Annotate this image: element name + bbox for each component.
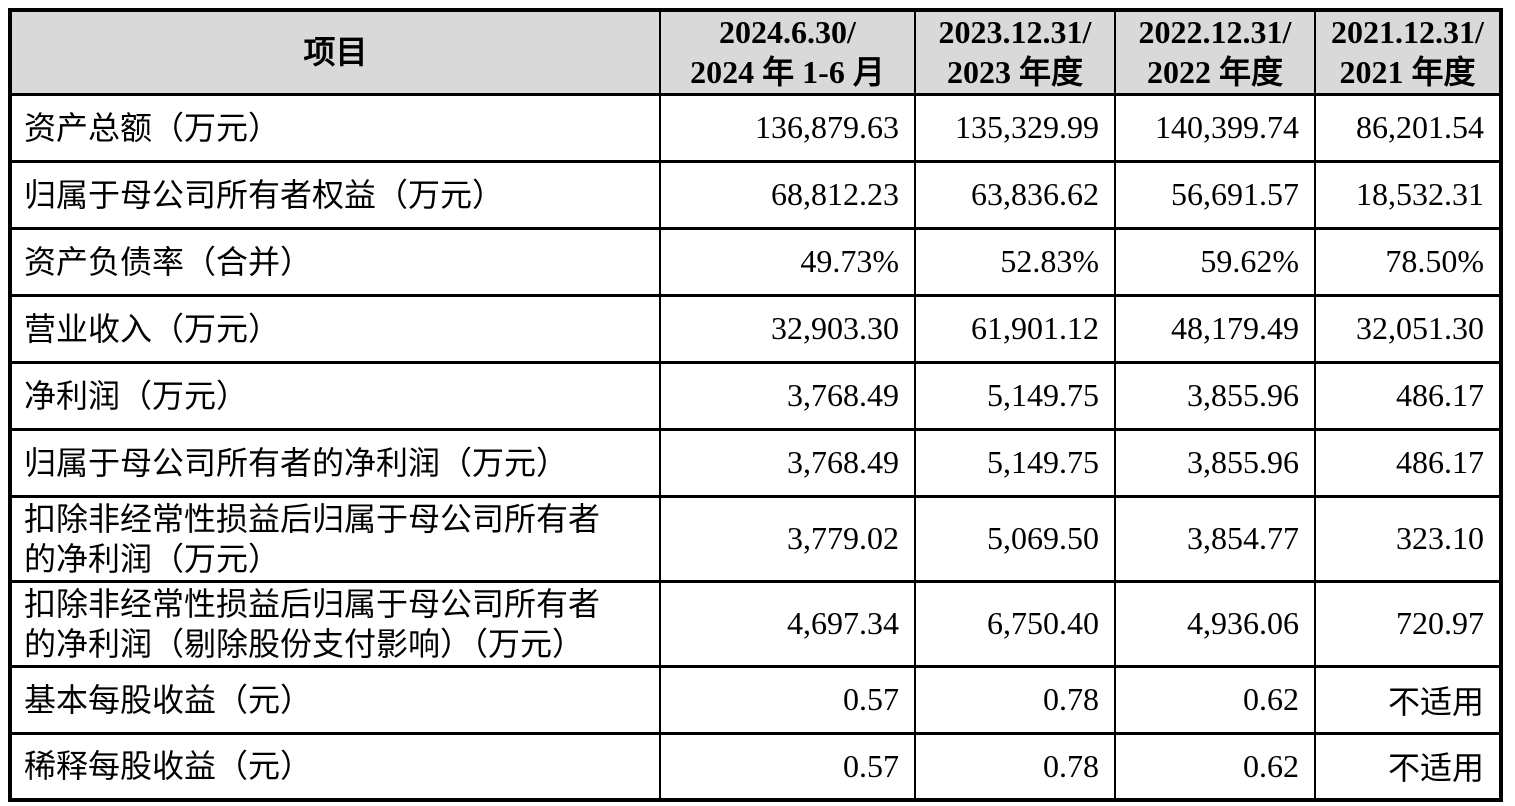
cell-value: 63,836.62 <box>914 159 1116 230</box>
row-label: 扣除非经常性损益后归属于母公司所有者的净利润（剔除股份支付影响）（万元） <box>9 579 661 668</box>
cell-value: 486.17 <box>1314 427 1502 498</box>
header-period-line2: 2022 年度 <box>1146 54 1283 91</box>
row-label: 归属于母公司所有者权益（万元） <box>9 159 661 230</box>
cell-value: 18,532.31 <box>1314 159 1502 230</box>
cell-value: 3,854.77 <box>1114 494 1316 583</box>
cell-value: 32,903.30 <box>659 293 916 364</box>
header-period-line1: 2022.12.31/ <box>1138 14 1292 51</box>
cell-value: 323.10 <box>1314 494 1502 583</box>
cell-value: 49.73% <box>659 226 916 297</box>
cell-value: 4,936.06 <box>1114 579 1316 668</box>
cell-value: 3,779.02 <box>659 494 916 583</box>
cell-value: 61,901.12 <box>914 293 1116 364</box>
header-period-line2: 2021 年度 <box>1339 54 1476 91</box>
cell-value: 0.78 <box>914 731 1116 802</box>
row-label: 净利润（万元） <box>9 360 661 431</box>
row-label: 稀释每股收益（元） <box>9 731 661 802</box>
header-period-2024h1: 2024.6.30/ 2024 年 1-6 月 <box>659 8 916 96</box>
cell-value: 0.62 <box>1114 731 1316 802</box>
header-period-2021: 2021.12.31/ 2021 年度 <box>1314 8 1502 96</box>
cell-value: 5,149.75 <box>914 360 1116 431</box>
row-label: 营业收入（万元） <box>9 293 661 364</box>
cell-value: 68,812.23 <box>659 159 916 230</box>
financial-summary-table: 项目 2024.6.30/ 2024 年 1-6 月 2023.12.31/ 2… <box>8 8 1503 802</box>
row-operating-revenue: 营业收入（万元） 32,903.30 61,901.12 48,179.49 3… <box>9 293 1502 364</box>
header-period-line1: 2023.12.31/ <box>938 14 1092 51</box>
header-item-column: 项目 <box>9 8 661 96</box>
cell-value: 86,201.54 <box>1314 92 1502 163</box>
cell-value: 0.62 <box>1114 664 1316 735</box>
row-label: 资产负债率（合并） <box>9 226 661 297</box>
row-deducted-net-profit-ex-share-payment: 扣除非经常性损益后归属于母公司所有者的净利润（剔除股份支付影响）（万元） 4,6… <box>9 579 1502 668</box>
cell-value: 56,691.57 <box>1114 159 1316 230</box>
cell-value: 0.57 <box>659 664 916 735</box>
cell-value: 3,768.49 <box>659 360 916 431</box>
row-basic-eps: 基本每股收益（元） 0.57 0.78 0.62 不适用 <box>9 664 1502 735</box>
row-label: 基本每股收益（元） <box>9 664 661 735</box>
header-period-2022: 2022.12.31/ 2022 年度 <box>1114 8 1316 96</box>
header-period-2023: 2023.12.31/ 2023 年度 <box>914 8 1116 96</box>
header-row: 项目 2024.6.30/ 2024 年 1-6 月 2023.12.31/ 2… <box>9 8 1502 96</box>
cell-value: 32,051.30 <box>1314 293 1502 364</box>
cell-value: 3,855.96 <box>1114 427 1316 498</box>
row-label: 资产总额（万元） <box>9 92 661 163</box>
row-net-profit: 净利润（万元） 3,768.49 5,149.75 3,855.96 486.1… <box>9 360 1502 431</box>
cell-value: 5,069.50 <box>914 494 1116 583</box>
cell-value: 720.97 <box>1314 579 1502 668</box>
header-period-line2: 2024 年 1-6 月 <box>690 54 885 91</box>
cell-value: 0.57 <box>659 731 916 802</box>
row-label: 扣除非经常性损益后归属于母公司所有者的净利润（万元） <box>9 494 661 583</box>
cell-value: 3,855.96 <box>1114 360 1316 431</box>
cell-value: 不适用 <box>1314 731 1502 802</box>
cell-value: 6,750.40 <box>914 579 1116 668</box>
row-parent-equity: 归属于母公司所有者权益（万元） 68,812.23 63,836.62 56,6… <box>9 159 1502 230</box>
header-period-line2: 2023 年度 <box>946 54 1083 91</box>
cell-value: 486.17 <box>1314 360 1502 431</box>
cell-value: 52.83% <box>914 226 1116 297</box>
cell-value: 135,329.99 <box>914 92 1116 163</box>
cell-value: 136,879.63 <box>659 92 916 163</box>
header-period-line1: 2024.6.30/ <box>719 14 856 51</box>
row-debt-ratio: 资产负债率（合并） 49.73% 52.83% 59.62% 78.50% <box>9 226 1502 297</box>
cell-value: 48,179.49 <box>1114 293 1316 364</box>
row-total-assets: 资产总额（万元） 136,879.63 135,329.99 140,399.7… <box>9 92 1502 163</box>
cell-value: 59.62% <box>1114 226 1316 297</box>
row-label: 归属于母公司所有者的净利润（万元） <box>9 427 661 498</box>
cell-value: 140,399.74 <box>1114 92 1316 163</box>
cell-value: 不适用 <box>1314 664 1502 735</box>
cell-value: 4,697.34 <box>659 579 916 668</box>
cell-value: 0.78 <box>914 664 1116 735</box>
row-parent-net-profit: 归属于母公司所有者的净利润（万元） 3,768.49 5,149.75 3,85… <box>9 427 1502 498</box>
cell-value: 5,149.75 <box>914 427 1116 498</box>
header-period-line1: 2021.12.31/ <box>1331 14 1484 51</box>
row-diluted-eps: 稀释每股收益（元） 0.57 0.78 0.62 不适用 <box>9 731 1502 802</box>
row-deducted-net-profit: 扣除非经常性损益后归属于母公司所有者的净利润（万元） 3,779.02 5,06… <box>9 494 1502 583</box>
cell-value: 3,768.49 <box>659 427 916 498</box>
cell-value: 78.50% <box>1314 226 1502 297</box>
